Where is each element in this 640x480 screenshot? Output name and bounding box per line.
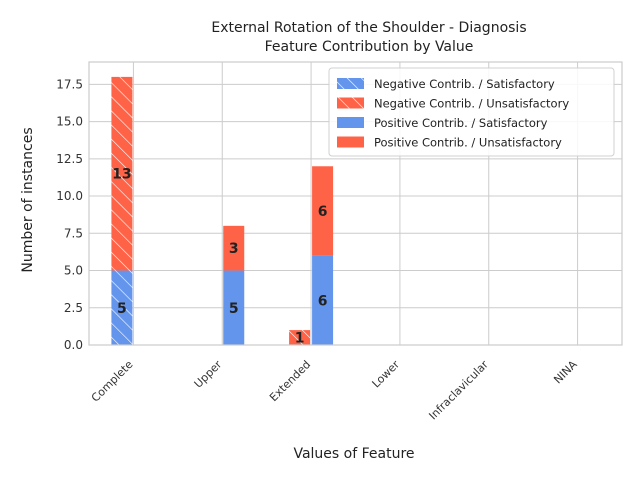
legend-swatch [337, 78, 364, 89]
bar-value-label: 1 [295, 331, 305, 347]
y-tick-label: 17.5 [56, 77, 83, 91]
legend-entry: Positive Contrib. / Unsatisfactory [374, 136, 562, 150]
x-tick-label: Infraclavicular [426, 358, 491, 423]
legend: Negative Contrib. / Satisfactory Negative… [328, 67, 615, 157]
x-tick-label: Lower [370, 358, 403, 391]
x-tick-label: NINA [551, 358, 580, 387]
legend-swatch [337, 117, 364, 128]
bar-value-label: 3 [229, 241, 239, 257]
bar-value-label: 5 [229, 301, 239, 317]
y-tick-label: 7.5 [64, 226, 83, 240]
y-tick-label: 0.0 [64, 338, 83, 352]
x-tick-label: Complete [89, 358, 136, 405]
bar-segment [111, 76, 133, 271]
legend-box [328, 67, 615, 157]
legend-swatch [337, 136, 364, 148]
y-tick-label: 15.0 [56, 115, 83, 129]
chart-title: External Rotation of the Shoulder - Diag… [211, 20, 526, 36]
x-tick-label: Upper [192, 358, 225, 391]
bar-value-label: 5 [117, 301, 127, 317]
bar-segment [312, 166, 334, 256]
y-axis-label: Number of instances [20, 127, 36, 272]
chart-subtitle: Feature Contribution by Value [265, 39, 474, 55]
bar-segment [223, 270, 245, 345]
bar-segment [111, 270, 133, 345]
x-tick-label: Extended [267, 358, 313, 404]
plot-frame [88, 61, 623, 346]
y-tick-label: 2.5 [64, 301, 83, 315]
bar-segment [312, 255, 334, 345]
y-tick-label: 12.5 [56, 152, 83, 166]
bar-segment [223, 225, 245, 271]
bar-value-label: 6 [318, 293, 328, 309]
legend-swatch [337, 97, 364, 109]
legend-entry: Positive Contrib. / Satisfactory [374, 116, 548, 130]
y-tick-label: 10.0 [56, 189, 83, 203]
legend-entry: Negative Contrib. / Satisfactory [374, 77, 555, 91]
y-tick-label: 5.0 [64, 264, 83, 278]
bars [111, 76, 334, 345]
bar-value-label: 6 [318, 204, 328, 220]
legend-entry: Negative Contrib. / Unsatisfactory [374, 97, 569, 111]
bar-value-label: 13 [112, 167, 131, 183]
x-axis-label: Values of Feature [293, 446, 414, 462]
bar-segment [289, 330, 311, 345]
bar-labels: 5 13 1 5 3 6 6 [112, 167, 327, 347]
